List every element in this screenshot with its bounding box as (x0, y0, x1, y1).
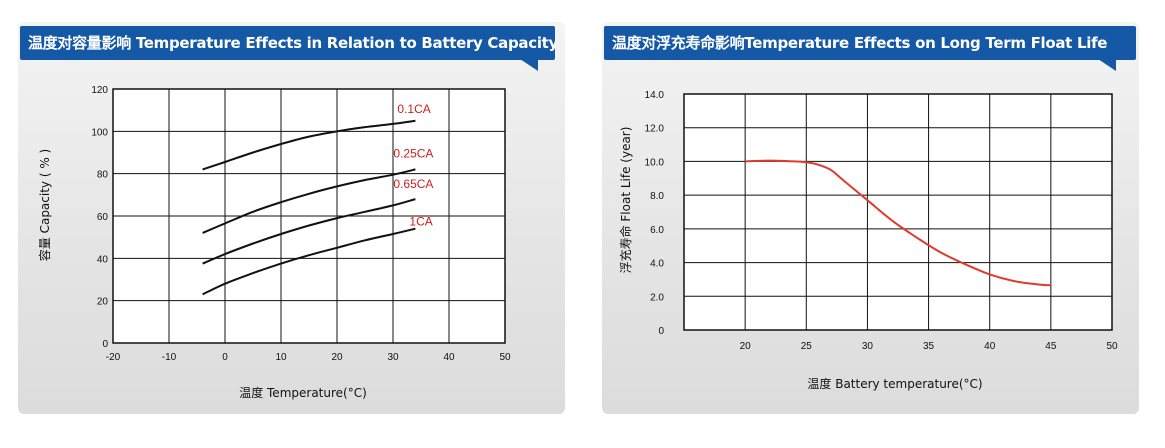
left-x-tick-label: 40 (443, 352, 455, 363)
right-plot-area (684, 94, 1112, 330)
right-x-tick-label: 35 (923, 341, 935, 352)
left-y-tick-label: 120 (91, 85, 108, 96)
left-series-label: 0.25CA (393, 146, 433, 160)
left-y-axis-label: 容量 Capacity ( % ) (37, 149, 52, 261)
right-x-tick-label: 40 (984, 341, 996, 352)
right-series-line (745, 159, 1051, 287)
left-x-tick-label: 50 (499, 352, 511, 363)
left-series-line-025CA (202, 168, 416, 234)
left-y-tick-label: 40 (97, 254, 109, 265)
right-x-tick-label: 50 (1106, 341, 1118, 352)
left-series-line-01CA (202, 119, 416, 171)
right-y-tick-label: 6.0 (650, 225, 664, 236)
left-y-tick-label: 0 (102, 339, 108, 350)
right-y-tick-label: 14.0 (645, 90, 665, 101)
left-series-line-065CA (202, 198, 416, 265)
right-title-pointer (1098, 59, 1116, 71)
left-series-label: 1CA (409, 215, 432, 229)
left-plot-frame (112, 88, 506, 344)
left-x-tick-label: 10 (275, 352, 287, 363)
left-x-tick-label: 30 (387, 352, 399, 363)
right-y-axis-label: 浮充寿命 Float Life (year) (618, 127, 633, 274)
right-y-tick-label: 12.0 (645, 124, 665, 135)
left-series-label: 0.65CA (393, 177, 433, 191)
left-chart-title: 温度对容量影响 Temperature Effects in Relation … (20, 26, 555, 60)
right-chart: 20 25 30 35 40 45 50 0 2.0 4.0 6.0 8.0 10.0 12.0 14.0 温… (618, 90, 1118, 391)
right-y-tick-label: 4.0 (650, 259, 664, 270)
right-x-tick-label: 25 (801, 341, 813, 352)
left-x-tick-label: -10 (162, 352, 177, 363)
left-x-axis-label: 温度 Temperature(°C) (239, 385, 367, 400)
left-series-line-1CA (202, 227, 416, 296)
left-chart: -20 -10 0 10 20 30 40 50 0 20 40 60 80 100 120 温度 Tempe… (37, 85, 511, 400)
left-title-pointer (520, 59, 538, 71)
right-x-tick-label: 30 (862, 341, 874, 352)
left-y-tick-label: 80 (97, 170, 109, 181)
left-y-tick-label: 20 (97, 297, 109, 308)
right-y-tick-label: 0 (658, 326, 664, 337)
left-y-tick-label: 60 (97, 212, 109, 223)
left-x-tick-label: 0 (222, 352, 228, 363)
right-y-tick-label: 10.0 (645, 157, 665, 168)
right-y-tick-label: 8.0 (650, 191, 664, 202)
left-series-label: 0.1CA (397, 102, 430, 116)
left-y-tick-label: 100 (91, 127, 108, 138)
left-x-tick-label: 20 (331, 352, 343, 363)
right-x-tick-label: 45 (1045, 341, 1057, 352)
right-x-axis-label: 温度 Battery temperature(°C) (807, 376, 982, 391)
right-y-tick-label: 2.0 (650, 292, 664, 303)
right-x-tick-label: 20 (740, 341, 752, 352)
right-chart-title: 温度对浮充寿命影响Temperature Effects on Long Ter… (604, 26, 1136, 60)
right-plot-frame (683, 93, 1113, 331)
left-x-tick-label: -20 (106, 352, 121, 363)
